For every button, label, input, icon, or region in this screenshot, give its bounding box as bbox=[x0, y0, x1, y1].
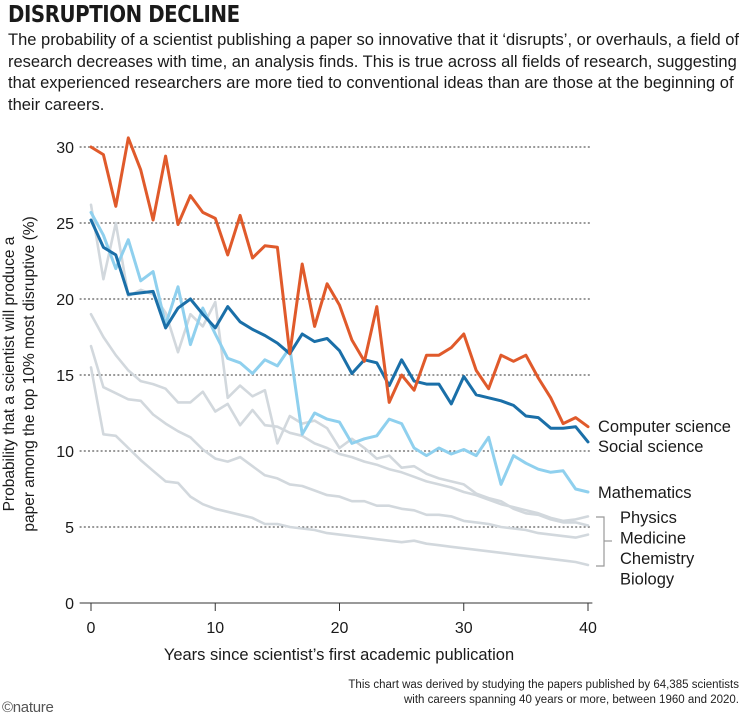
x-tick-label: 0 bbox=[87, 620, 96, 637]
series-lines bbox=[89, 136, 590, 567]
x-tick-label: 30 bbox=[455, 620, 473, 637]
x-tick-label: 10 bbox=[206, 620, 224, 637]
x-tick-labels: 0 10 20 30 40 bbox=[87, 603, 597, 637]
series-line-chemistry bbox=[89, 344, 590, 539]
chart-subtitle: The probability of a scientist publishin… bbox=[8, 31, 739, 114]
y-tick-label: 10 bbox=[56, 444, 74, 461]
series-line-physics bbox=[89, 203, 590, 527]
series-label: Physics bbox=[620, 509, 677, 527]
x-tick-label: 40 bbox=[579, 620, 597, 637]
y-axis-label-line2: paper among the top 10% most disruptive … bbox=[21, 216, 38, 531]
grey-series-bracket: Physics Medicine Chemistry Biology bbox=[596, 509, 695, 589]
series-label: Mathematics bbox=[598, 484, 692, 502]
y-tick-label: 15 bbox=[56, 368, 74, 385]
series-label: Chemistry bbox=[620, 550, 695, 568]
nature-logo: ©nature bbox=[2, 699, 54, 716]
series-line-mathematics bbox=[89, 210, 590, 494]
series-line-biology bbox=[89, 366, 590, 567]
y-axis-label-line1: Probability that a scientist will produc… bbox=[1, 236, 18, 511]
y-tick-label: 0 bbox=[65, 596, 74, 613]
chart-title: DISRUPTION DECLINE bbox=[8, 2, 240, 28]
series-line-medicine bbox=[89, 312, 590, 523]
y-tick-labels: 0 5 10 15 20 25 30 bbox=[56, 140, 74, 613]
y-tick-label: 20 bbox=[56, 292, 74, 309]
x-axis-label: Years since scientist’s first academic p… bbox=[164, 646, 514, 664]
series-label: Biology bbox=[620, 571, 675, 589]
footnote-line: This chart was derived by studying the p… bbox=[348, 679, 739, 691]
footnote: This chart was derived by studying the p… bbox=[348, 678, 739, 708]
series-label: Medicine bbox=[620, 530, 686, 548]
x-tick-label: 20 bbox=[331, 620, 349, 637]
footnote-line: with careers spanning 40 years or more, … bbox=[404, 694, 739, 706]
series-label: Computer science bbox=[598, 418, 731, 436]
series-labels: Computer science Social science Mathematic… bbox=[598, 418, 731, 502]
y-tick-label: 25 bbox=[56, 216, 74, 233]
series-line-computer-science bbox=[89, 136, 590, 429]
bracket-line bbox=[596, 516, 605, 567]
y-tick-label: 30 bbox=[56, 140, 74, 157]
series-label: Social science bbox=[598, 438, 703, 456]
y-tick-label: 5 bbox=[65, 520, 74, 537]
series-line-social-science bbox=[89, 218, 590, 444]
